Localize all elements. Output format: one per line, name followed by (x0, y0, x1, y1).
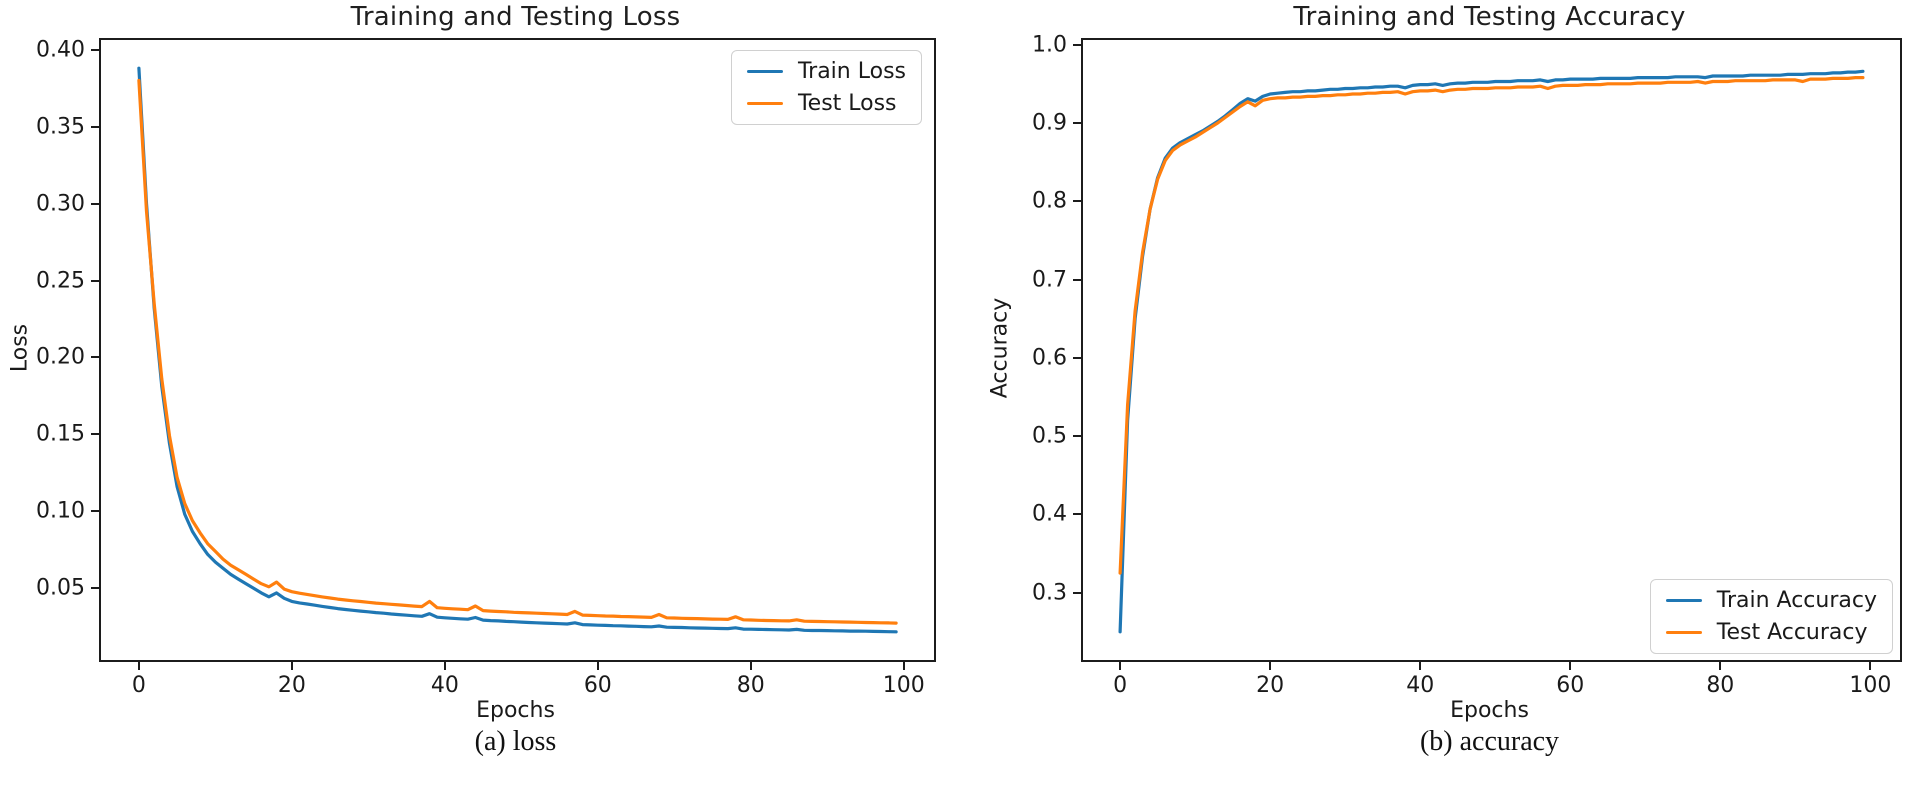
y-tick-label: 0.8 (1032, 188, 1067, 214)
legend: Train Accuracy Test Accuracy (1649, 579, 1893, 654)
y-tick-mark (91, 279, 99, 282)
x-tick-label: 100 (882, 673, 925, 698)
y-tick-mark (1073, 121, 1081, 124)
figure-caption: (a) loss (474, 726, 557, 757)
train-loss-line (137, 66, 898, 634)
y-tick-label: 0.3 (1032, 580, 1067, 606)
accuracy-chart: Training and Testing Accuracy Accuracy T… (952, 0, 1905, 800)
y-tick-mark (1073, 356, 1081, 359)
x-axis-label: Epochs (1450, 698, 1529, 723)
y-tick-label: 0.6 (1032, 345, 1067, 371)
x-tick-mark (137, 662, 140, 670)
y-axis-label: Loss (7, 323, 33, 373)
legend: Train Loss Test Loss (730, 50, 922, 125)
x-tick-label: 60 (1556, 673, 1585, 698)
series-lines (137, 66, 898, 634)
x-tick-label: 100 (1849, 673, 1892, 698)
x-tick-mark (902, 662, 905, 670)
legend-line-swatch-icon (1665, 630, 1702, 635)
y-tick-label: 0.40 (36, 37, 85, 63)
x-tick-mark (1869, 662, 1872, 670)
y-tick-mark (91, 48, 99, 51)
y-tick-label: 0.10 (36, 498, 85, 524)
y-tick-mark (91, 356, 99, 359)
x-tick-label: 40 (430, 673, 459, 698)
legend-label: Test Loss (797, 91, 897, 116)
legend-label: Train Loss (797, 59, 906, 84)
y-tick-label: 0.7 (1032, 267, 1067, 293)
chart-title: Training and Testing Accuracy (1293, 2, 1686, 32)
legend-entry: Test Accuracy (1665, 620, 1877, 645)
x-tick-label: 80 (736, 673, 765, 698)
legend-entry: Train Accuracy (1665, 588, 1877, 613)
y-tick-label: 1.0 (1032, 32, 1067, 58)
y-tick-mark (91, 510, 99, 513)
y-tick-mark (1073, 513, 1081, 516)
x-tick-mark (1119, 662, 1122, 670)
legend-entry: Test Loss (746, 91, 906, 116)
x-tick-mark (1719, 662, 1722, 670)
train-accuracy-line (1118, 69, 1865, 634)
y-tick-label: 0.35 (36, 114, 85, 140)
figure-caption: (b) accuracy (1419, 726, 1560, 757)
x-tick-label: 20 (277, 673, 306, 698)
x-axis-label: Epochs (476, 698, 555, 723)
test-loss-line (137, 78, 898, 625)
x-tick-mark (749, 662, 752, 670)
x-tick-mark (1269, 662, 1272, 670)
x-tick-mark (1569, 662, 1572, 670)
legend-label: Test Accuracy (1716, 620, 1868, 645)
y-axis-label: Accuracy (987, 297, 1013, 399)
y-tick-mark (1073, 200, 1081, 203)
x-tick-label: 20 (1256, 673, 1285, 698)
plot-area: Train Loss Test Loss 0 20 40 60 80 100 0.05 0.10… (36, 37, 936, 698)
y-tick-label: 0.05 (36, 575, 85, 601)
y-tick-label: 0.5 (1032, 423, 1067, 449)
y-tick-label: 0.4 (1032, 501, 1067, 527)
y-tick-mark (1073, 591, 1081, 594)
x-tick-label: 60 (583, 673, 612, 698)
legend-line-swatch-icon (746, 101, 783, 106)
y-tick-mark (1073, 435, 1081, 438)
y-tick-label: 0.25 (36, 268, 85, 294)
chart-title: Training and Testing Loss (350, 2, 681, 32)
x-tick-label: 80 (1706, 673, 1735, 698)
y-tick-mark (1073, 278, 1081, 281)
y-tick-mark (91, 433, 99, 436)
y-tick-mark (91, 587, 99, 590)
legend-line-swatch-icon (1665, 598, 1702, 603)
series-lines (1118, 69, 1865, 634)
legend-label: Train Accuracy (1716, 588, 1877, 613)
y-tick-mark (91, 125, 99, 128)
x-tick-label: 40 (1406, 673, 1435, 698)
y-tick-mark (1073, 43, 1081, 46)
legend-line-swatch-icon (746, 69, 783, 74)
x-tick-mark (290, 662, 293, 670)
x-tick-label: 0 (131, 673, 146, 698)
x-tick-mark (443, 662, 446, 670)
test-accuracy-line (1118, 75, 1865, 575)
y-tick-label: 0.30 (36, 191, 85, 217)
x-tick-label: 0 (1113, 673, 1128, 698)
legend-entry: Train Loss (746, 59, 906, 84)
plot-area: Train Accuracy Test Accuracy 0 20 40 60 80 100… (1032, 32, 1902, 698)
y-tick-label: 0.20 (36, 344, 85, 370)
y-tick-mark (91, 202, 99, 205)
loss-chart: Training and Testing Loss Loss Train Los… (0, 0, 952, 800)
y-tick-label: 0.9 (1032, 110, 1067, 136)
x-tick-mark (596, 662, 599, 670)
y-tick-label: 0.15 (36, 421, 85, 447)
x-tick-mark (1419, 662, 1422, 670)
